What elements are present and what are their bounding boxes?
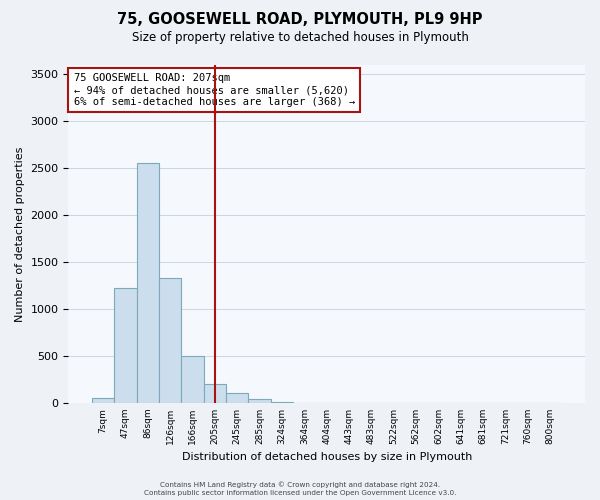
Bar bbox=[114, 288, 137, 403]
Text: Contains public sector information licensed under the Open Government Licence v3: Contains public sector information licen… bbox=[144, 490, 456, 496]
Text: Size of property relative to detached houses in Plymouth: Size of property relative to detached ho… bbox=[131, 31, 469, 44]
Bar bbox=[92, 398, 114, 403]
Bar bbox=[137, 162, 159, 403]
Bar bbox=[204, 384, 226, 403]
Bar bbox=[248, 399, 271, 403]
Text: Contains HM Land Registry data © Crown copyright and database right 2024.: Contains HM Land Registry data © Crown c… bbox=[160, 481, 440, 488]
Text: 75, GOOSEWELL ROAD, PLYMOUTH, PL9 9HP: 75, GOOSEWELL ROAD, PLYMOUTH, PL9 9HP bbox=[117, 12, 483, 28]
Text: 75 GOOSEWELL ROAD: 207sqm
← 94% of detached houses are smaller (5,620)
6% of sem: 75 GOOSEWELL ROAD: 207sqm ← 94% of detac… bbox=[74, 74, 355, 106]
Y-axis label: Number of detached properties: Number of detached properties bbox=[15, 146, 25, 322]
X-axis label: Distribution of detached houses by size in Plymouth: Distribution of detached houses by size … bbox=[182, 452, 472, 462]
Bar bbox=[181, 356, 204, 403]
Bar bbox=[159, 278, 181, 403]
Bar bbox=[226, 392, 248, 403]
